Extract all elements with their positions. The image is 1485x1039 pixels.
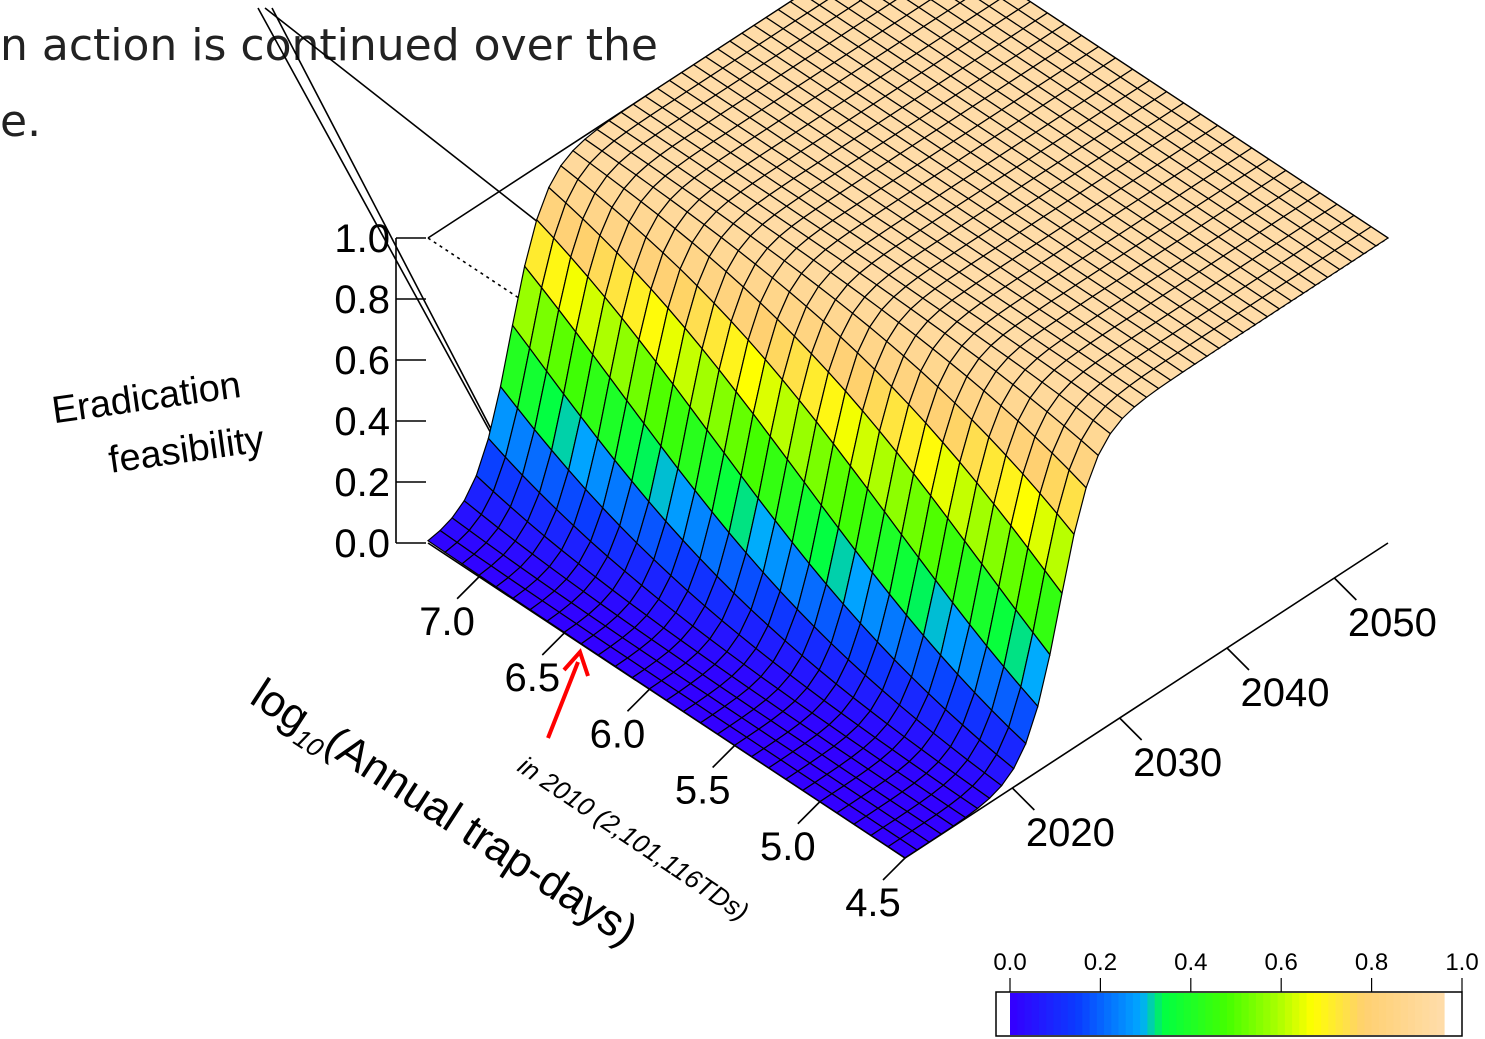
legend-swatch <box>1024 993 1033 1035</box>
y-tick-label: 7.0 <box>419 600 475 644</box>
slide-caption: n action is continued over the e. <box>0 8 658 160</box>
axes: 0.0 0.2 0.4 0.6 0.8 1.0 4.5 5.0 5.5 6.0 6.5 7.0 2020… <box>334 217 1436 925</box>
legend-swatch <box>1031 993 1040 1035</box>
legend-swatch <box>1169 993 1177 1035</box>
legend-swatch <box>1248 993 1257 1035</box>
legend-swatch <box>1284 993 1293 1035</box>
legend-swatch <box>1017 993 1026 1035</box>
legend-swatch <box>1364 993 1373 1035</box>
legend-swatch <box>1407 993 1416 1035</box>
legend-swatch <box>1263 993 1271 1035</box>
x-tick-label: 2040 <box>1241 671 1330 715</box>
z-tick-label: 0.6 <box>334 339 390 383</box>
legend-swatch <box>1205 993 1214 1035</box>
legend-swatch <box>1313 993 1322 1035</box>
legend-swatch <box>1176 993 1185 1035</box>
legend-swatch <box>1067 993 1076 1035</box>
legend-swatch <box>1292 993 1300 1035</box>
legend-swatch <box>1255 993 1264 1035</box>
legend-swatch <box>1241 993 1250 1035</box>
color-legend: 0.0 0.2 0.4 0.6 0.8 1.0 <box>993 949 1479 1037</box>
legend-swatch <box>1125 993 1134 1035</box>
legend-swatch <box>1154 993 1163 1035</box>
z-tick-label: 0.8 <box>334 278 390 322</box>
legend-tick-label: 0.6 <box>1265 949 1298 976</box>
annotation-arrow <box>546 648 590 739</box>
surface-facet <box>882 0 897 5</box>
legend-swatch <box>1053 993 1062 1035</box>
z-axis-label-line-1: Eradication <box>49 364 243 432</box>
legend-tick-label: 1.0 <box>1445 949 1478 976</box>
legend-swatch <box>1342 993 1351 1035</box>
legend-tick-label: 0.2 <box>1084 949 1117 976</box>
legend-swatch <box>1118 993 1127 1035</box>
legend-swatch <box>1349 993 1358 1035</box>
legend-swatch <box>1104 993 1112 1035</box>
legend-swatch <box>1140 993 1149 1035</box>
surface-facet <box>954 0 966 4</box>
legend-swatch <box>1386 993 1394 1035</box>
legend-swatch <box>1277 993 1286 1035</box>
z-axis-label-line-2: feasibility <box>106 418 267 481</box>
legend-swatch <box>1378 993 1387 1035</box>
legend-swatch <box>1046 993 1054 1035</box>
y-tick-label: 4.5 <box>845 881 901 925</box>
legend-swatch <box>1321 993 1329 1035</box>
x-tick-label: 2050 <box>1348 601 1437 645</box>
legend-swatch <box>1190 993 1199 1035</box>
legend-swatch <box>1038 993 1047 1035</box>
legend-tick-label: 0.4 <box>1174 949 1207 976</box>
legend-swatch <box>1132 993 1141 1035</box>
legend-swatch <box>1183 993 1192 1035</box>
legend-swatch <box>1422 993 1431 1035</box>
legend-swatch <box>1306 993 1315 1035</box>
legend-swatch <box>1299 993 1308 1035</box>
legend-swatch <box>1111 993 1120 1035</box>
legend-swatch <box>1075 993 1083 1035</box>
x-tick-label: 2020 <box>1026 811 1115 855</box>
legend-swatch <box>1227 993 1235 1035</box>
legend-swatch <box>1147 993 1156 1035</box>
z-axis-label: Eradication feasibility <box>49 364 266 482</box>
surface-facet <box>810 0 829 6</box>
z-tick-label: 1.0 <box>334 217 390 261</box>
legend-swatch <box>1219 993 1228 1035</box>
legend-swatch <box>1328 993 1337 1035</box>
y-tick-label: 5.5 <box>675 769 731 813</box>
legend-swatch <box>1060 993 1069 1035</box>
legend-swatch <box>1415 993 1423 1035</box>
legend-swatch <box>1096 993 1105 1035</box>
legend-swatch <box>1082 993 1091 1035</box>
legend-swatch <box>1212 993 1221 1035</box>
legend-swatch <box>1371 993 1380 1035</box>
legend-swatch <box>1357 993 1366 1035</box>
y-tick-label: 6.0 <box>590 712 646 756</box>
legend-swatch <box>1335 993 1344 1035</box>
z-tick-label: 0.2 <box>334 461 390 505</box>
legend-swatch <box>1270 993 1279 1035</box>
z-tick-label: 0.0 <box>334 522 390 566</box>
legend-swatch <box>1436 993 1445 1035</box>
legend-swatch <box>1429 993 1438 1035</box>
legend-swatch <box>1089 993 1098 1035</box>
legend-swatch <box>1234 993 1243 1035</box>
caption-line-1: n action is continued over the <box>0 20 658 71</box>
legend-swatch <box>1010 993 1018 1035</box>
z-tick-label: 0.4 <box>334 400 390 444</box>
legend-swatch <box>1161 993 1170 1035</box>
caption-line-2: e. <box>0 96 42 147</box>
x-tick-label: 2030 <box>1133 741 1222 785</box>
y-tick-label: 6.5 <box>504 656 560 700</box>
legend-tick-label: 0.0 <box>993 949 1026 976</box>
legend-tick-label: 0.8 <box>1355 949 1388 976</box>
legend-swatch <box>1198 993 1206 1035</box>
y-tick-label: 5.0 <box>760 825 816 869</box>
legend-swatch <box>1393 993 1402 1035</box>
legend-swatch <box>1400 993 1409 1035</box>
surface-mesh <box>427 0 1390 859</box>
